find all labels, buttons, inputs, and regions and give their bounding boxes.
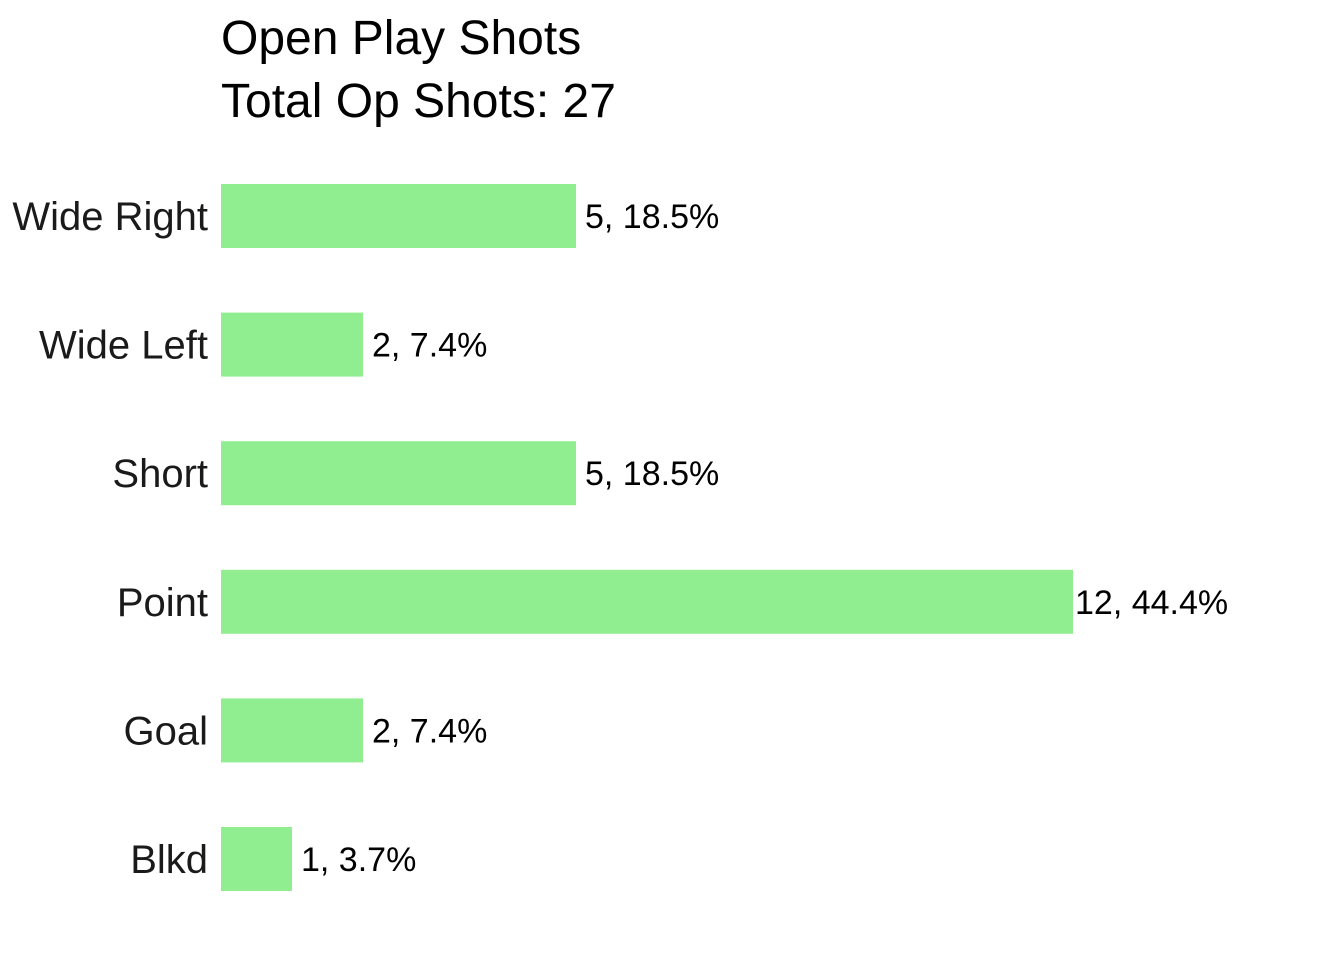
bar-point <box>221 569 1073 634</box>
bar-blkd <box>221 827 292 891</box>
data-label-goal: 2, 7.4% <box>372 712 487 750</box>
chart-title: Open Play Shots <box>221 12 581 65</box>
category-label-short: Short <box>112 452 208 496</box>
category-label-wide-left: Wide Left <box>39 324 208 368</box>
category-label-point: Point <box>117 581 208 625</box>
bar-goal <box>221 698 363 763</box>
data-label-short: 5, 18.5% <box>585 455 719 493</box>
category-label-wide-right: Wide Right <box>12 195 208 239</box>
data-label-blkd: 1, 3.7% <box>301 841 416 879</box>
data-label-point: 12, 44.4% <box>1075 584 1228 622</box>
data-label-wide-right: 5, 18.5% <box>585 198 719 236</box>
data-label-wide-left: 2, 7.4% <box>372 327 487 365</box>
bar-wide-right <box>221 184 576 248</box>
category-label-blkd: Blkd <box>130 838 208 882</box>
category-label-goal: Goal <box>124 709 209 753</box>
bar-short <box>221 441 576 506</box>
data-labels-group: 5, 18.5% 2, 7.4% 5, 18.5% 12, 44.4% 2, 7.4% 1… <box>301 198 1228 879</box>
chart-subtitle: Total Op Shots: 27 <box>221 75 616 128</box>
bars-group <box>221 184 1073 891</box>
bar-wide-left <box>221 312 363 377</box>
category-labels-group: Wide Right Wide Left Short Point Goal Blkd <box>12 195 208 882</box>
